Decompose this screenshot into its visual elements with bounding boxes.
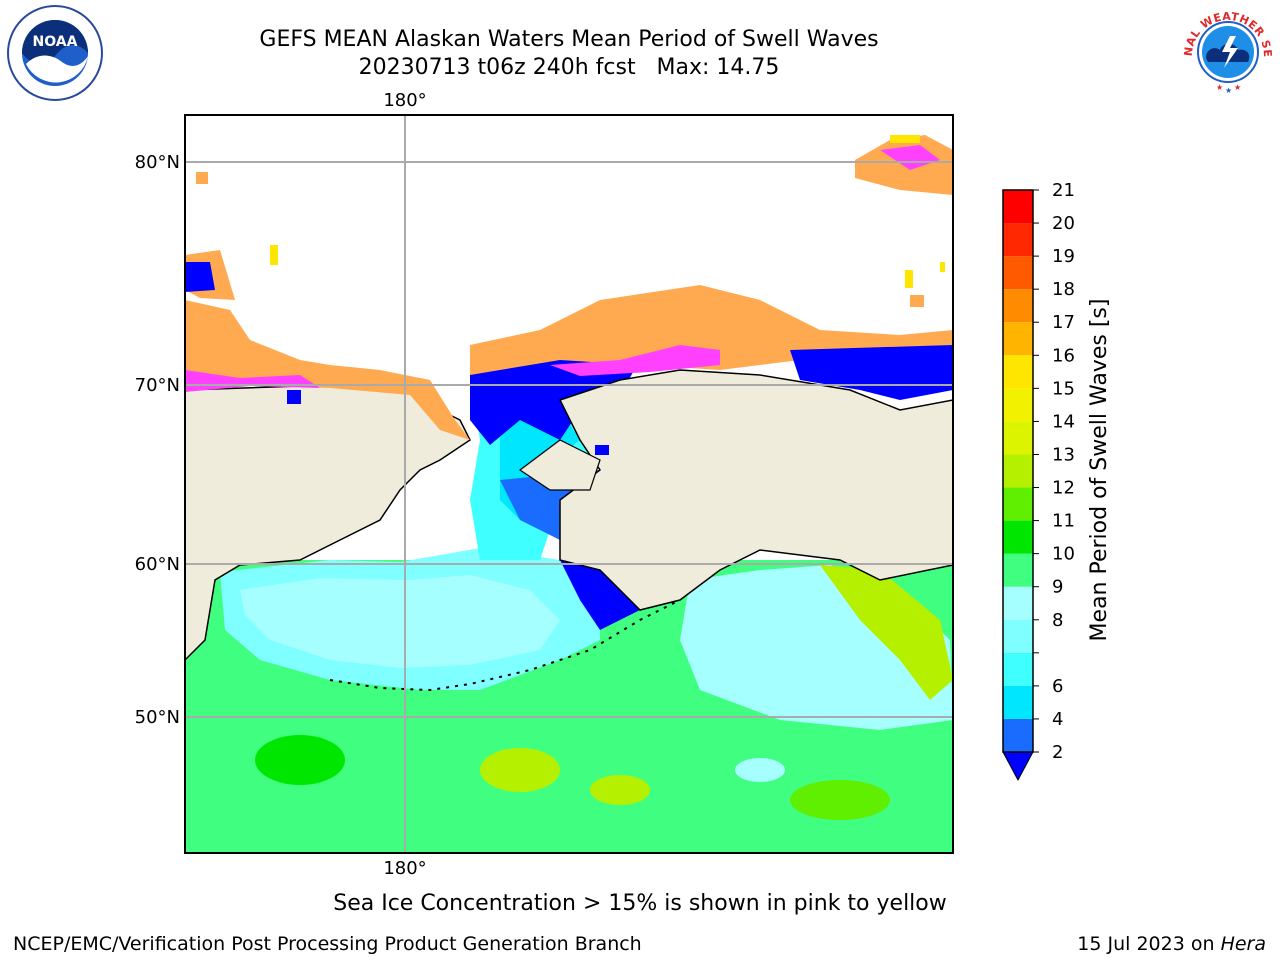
colorbar-tick-label: 6 (1052, 676, 1063, 697)
y-tick-label: 60°N (135, 554, 180, 575)
y-tick-label: 80°N (135, 152, 180, 173)
colorbar-tick-label: 19 (1052, 246, 1075, 267)
colorbar-tick-label: 20 (1052, 213, 1075, 234)
colorbar-tick-label: 16 (1052, 345, 1075, 366)
sea-ice-fleck-c (905, 270, 913, 288)
colorbar-cell (1003, 289, 1033, 323)
sea-ice-note: Sea Ice Concentration > 15% is shown in … (333, 891, 947, 916)
land-seward-peninsula (518, 439, 601, 491)
colorbar-tick-label: 9 (1052, 577, 1063, 598)
colorbar-cell (1003, 388, 1033, 422)
machine-name: Hera (1220, 933, 1266, 955)
colorbar-frame (1002, 189, 1034, 753)
chart-subtitle: 20230713 t06z 240h fcst Max: 14.75 (358, 55, 780, 80)
bering-sea-field-inner (240, 575, 560, 668)
pacific-patch-e (735, 758, 785, 782)
sea-ice-arctic-ne-pink (880, 145, 940, 170)
date-stamp: 15 Jul 2023 on Hera (1077, 933, 1266, 955)
sea-ice-fleck-b (270, 245, 278, 265)
sea-ice-fleck-a (196, 172, 208, 184)
colorbar-cell (1003, 421, 1033, 455)
pacific-patch-b (590, 775, 650, 805)
colorbar-tick-label: 10 (1052, 544, 1075, 565)
colorbar-label: Mean Period of Swell Waves [s] (1087, 299, 1112, 642)
colorbar-cell (1003, 718, 1033, 752)
colorbar-cell (1003, 685, 1033, 719)
land-alaska (558, 369, 953, 611)
colorbar-cell (1003, 520, 1033, 554)
colorbar-extend-min (1002, 751, 1034, 782)
colorbar-cell (1003, 553, 1033, 587)
x-tick-label-bottom: 180° (383, 858, 426, 879)
colorbar-tick-label: 12 (1052, 478, 1075, 499)
branch-credit: NCEP/EMC/Verification Post Processing Pr… (13, 933, 642, 955)
colorbar-tick-label: 17 (1052, 312, 1075, 333)
colorbar-cell (1003, 454, 1033, 488)
colorbar-tick-label: 2 (1052, 742, 1063, 763)
plot-frame (184, 114, 954, 854)
noaa-logo-text: NOAA (33, 34, 78, 50)
pacific-patch-a (480, 748, 560, 792)
colorbar-ticks: 2 4 6 8 9 10 11 12 13 14 15 16 17 18 19 20 21 (1033, 180, 1075, 763)
sea-ice-fleck-e (940, 262, 945, 272)
colorbar-cell (1003, 652, 1033, 686)
chukchi-sea-field (470, 360, 640, 445)
y-tick-label: 50°N (135, 707, 180, 728)
gulf-coast-field (820, 565, 953, 700)
chart-title: GEFS MEAN Alaskan Waters Mean Period of … (259, 27, 879, 52)
colorbar-tick-label: 21 (1052, 180, 1075, 201)
colorbar-cell (1003, 586, 1033, 620)
sea-ice-fleck-f (890, 135, 920, 143)
sea-ice-fleck-h (595, 445, 609, 455)
colorbar-cells (1002, 189, 1034, 782)
sea-ice-fleck-d (910, 295, 924, 307)
graticule (185, 115, 953, 853)
noaa-logo-icon: NOAA (7, 5, 103, 101)
y-tick-label: 70°N (135, 375, 180, 396)
x-tick-label-top: 180° (383, 90, 426, 111)
sea-ice-pink-edge (185, 370, 320, 392)
colorbar-tick-label: 14 (1052, 411, 1075, 432)
colorbar-tick-label: 18 (1052, 279, 1075, 300)
colorbar-cell (1003, 487, 1033, 521)
colorbar-tick-label: 13 (1052, 444, 1075, 465)
colorbar-cell (1003, 256, 1033, 290)
aleutian-islands (329, 599, 681, 692)
colorbar-cell (1003, 322, 1033, 356)
sea-ice-beaufort (790, 345, 953, 400)
colorbar-cell (1003, 619, 1033, 653)
colorbar-cell (1003, 190, 1033, 224)
sea-ice-east-siberian-inner (185, 262, 215, 292)
colorbar-cell (1003, 355, 1033, 389)
colorbar-tick-label: 11 (1052, 511, 1075, 532)
colorbar-cell (1003, 223, 1033, 257)
svg-text:★: ★ (1216, 83, 1223, 92)
colorbar-tick-label: 8 (1052, 610, 1063, 631)
sea-ice-pink-north (550, 345, 720, 376)
pacific-patch-c (790, 780, 890, 820)
sea-ice-fleck-g (287, 390, 301, 404)
colorbar-tick-label: 4 (1052, 709, 1063, 730)
sea-ice-siberia (185, 300, 470, 440)
nws-logo-icon: NATIONAL WEATHER SERVICE ★ ★ ★ (1178, 2, 1275, 99)
svg-text:★: ★ (1234, 83, 1241, 92)
pacific-patch-d (255, 735, 345, 785)
svg-text:★: ★ (1225, 86, 1232, 95)
date-text: 15 Jul 2023 on (1077, 933, 1221, 955)
colorbar-tick-label: 15 (1052, 378, 1075, 399)
